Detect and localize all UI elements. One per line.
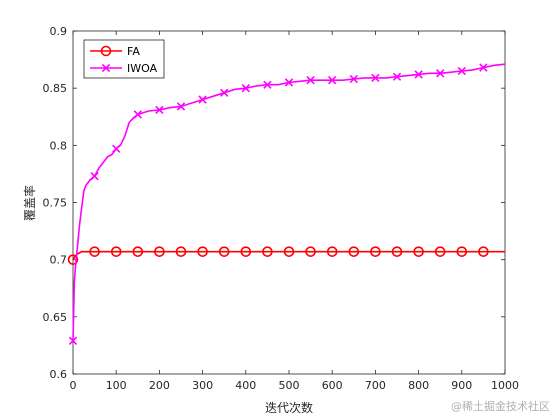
data-point-iwoa — [155, 105, 164, 115]
y-axis: 0.6 0.65 0.7 0.75 0.8 0.85 0.9 — [43, 25, 505, 381]
data-point-fa — [197, 246, 208, 257]
x-axis: 0 100 200 300 400 500 600 700 800 900 1000 — [70, 31, 519, 392]
y-tick-label: 0.75 — [43, 197, 68, 210]
data-point-iwoa — [90, 172, 99, 181]
x-tick-label: 400 — [235, 379, 256, 392]
data-point-iwoa — [392, 72, 402, 81]
data-point-fa — [391, 246, 403, 257]
data-point-iwoa — [349, 74, 358, 84]
data-point-iwoa — [284, 78, 294, 87]
series-layer — [67, 63, 506, 346]
x-tick-label: 200 — [149, 379, 170, 392]
y-tick-label: 0.9 — [50, 25, 68, 38]
y-tick-label: 0.8 — [50, 139, 68, 152]
data-point-fa — [218, 246, 230, 257]
legend-box — [83, 39, 165, 79]
data-point-fa — [89, 246, 100, 257]
data-point-iwoa — [68, 336, 78, 346]
legend-marker-iwoa — [101, 63, 111, 73]
legend: FA IWOA — [83, 39, 165, 79]
data-point-fa — [478, 246, 489, 257]
data-point-fa — [240, 246, 252, 257]
data-point-fa — [283, 246, 295, 257]
data-point-iwoa — [133, 110, 142, 119]
data-point-fa — [326, 246, 338, 257]
plot-frame — [72, 30, 506, 375]
data-point-iwoa — [241, 84, 250, 93]
x-tick-label: 1000 — [491, 379, 519, 392]
data-point-iwoa — [436, 69, 445, 78]
x-tick-label: 500 — [279, 379, 300, 392]
data-point-fa — [175, 246, 187, 257]
x-tick-label: 0 — [70, 379, 77, 392]
data-point-iwoa — [263, 80, 272, 89]
data-point-iwoa — [220, 88, 229, 97]
data-point-iwoa — [414, 70, 423, 79]
plot-area — [72, 30, 506, 375]
x-tick-label: 900 — [451, 379, 472, 392]
data-point-fa — [370, 246, 381, 257]
y-axis-label: 覆盖率 — [22, 185, 37, 221]
data-point-iwoa — [306, 75, 315, 85]
data-point-fa — [413, 246, 424, 257]
data-point-iwoa — [371, 73, 380, 83]
x-tick-label: 600 — [322, 379, 343, 392]
data-point-iwoa — [176, 102, 186, 111]
data-point-iwoa — [198, 95, 207, 104]
x-tick-label: 800 — [408, 379, 429, 392]
y-tick-label: 0.6 — [50, 368, 68, 381]
data-point-iwoa — [328, 75, 337, 85]
data-point-fa — [132, 246, 144, 257]
series-iwoa — [68, 63, 506, 346]
data-point-fa — [305, 246, 316, 257]
legend-label-fa: FA — [127, 45, 140, 58]
data-point-iwoa — [479, 63, 488, 72]
data-point-fa — [67, 254, 79, 265]
x-tick-label: 300 — [192, 379, 213, 392]
data-point-fa — [262, 246, 273, 257]
data-point-iwoa — [112, 144, 121, 153]
y-tick-label: 0.7 — [50, 254, 68, 267]
data-point-fa — [434, 246, 446, 257]
series-line-fa — [72, 250, 505, 261]
legend-label-iwoa: IWOA — [127, 62, 158, 75]
data-point-fa — [154, 246, 165, 257]
data-point-fa — [348, 246, 360, 257]
data-point-fa — [456, 246, 468, 257]
x-tick-label: 700 — [365, 379, 386, 392]
x-axis-label: 迭代次数 — [265, 400, 313, 415]
y-tick-label: 0.65 — [43, 311, 68, 324]
x-tick-label: 100 — [106, 379, 127, 392]
y-tick-label: 0.85 — [43, 82, 68, 95]
watermark: @稀土掘金技术社区 — [451, 400, 550, 413]
series-fa — [67, 246, 505, 265]
data-point-fa — [110, 246, 122, 257]
data-point-iwoa — [457, 66, 466, 76]
legend-marker-fa — [100, 45, 112, 57]
